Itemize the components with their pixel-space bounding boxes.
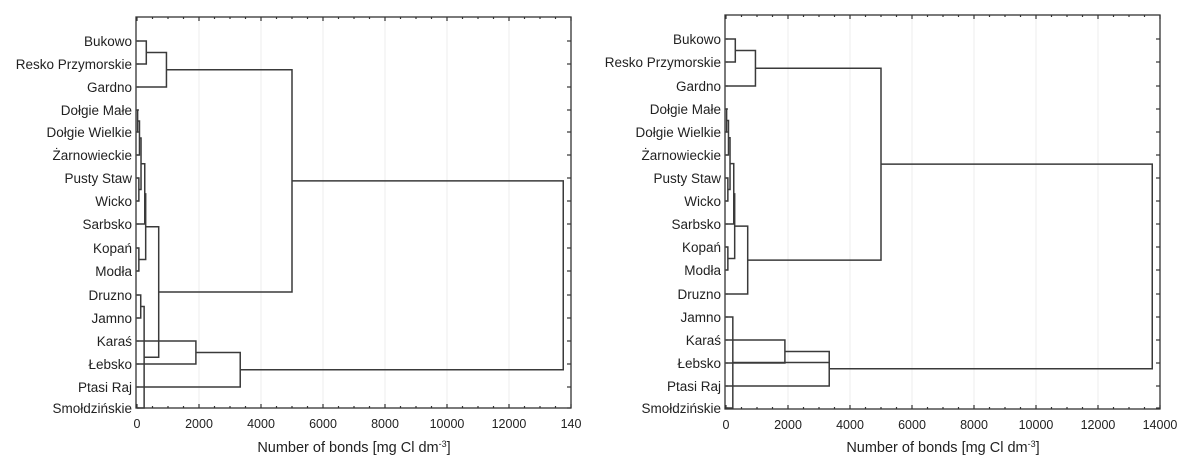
leaf-label: Łebsko: [88, 357, 132, 372]
leaf-label: Ptasi Raj: [667, 379, 721, 394]
leaf-label: Bukowo: [673, 32, 721, 47]
dendrogram-right: 0 2000 4000 6000 8000 10000 12000 14000 Number o…: [590, 0, 1189, 458]
dendrogram-link: [726, 38, 737, 63]
x-tick-label: 6000: [309, 417, 337, 431]
dendrogram-left: 0 2000 4000 6000 8000 10000 12000 140 Number of …: [0, 0, 590, 458]
leaf-label: Resko Przymorskie: [16, 57, 132, 72]
leaf-label: Jamno: [91, 311, 132, 326]
dendrogram-link: [726, 177, 729, 202]
x-tick-label: 10000: [1019, 418, 1054, 432]
dendrogram-link: [137, 177, 140, 202]
leaf-label: Druzno: [677, 287, 721, 302]
x-tick-label: 12000: [1081, 418, 1116, 432]
dendrogram-right-svg: 0 2000 4000 6000 8000 10000 12000 14000 Number o…: [605, 14, 1178, 456]
leaf-label: Smołdzińskie: [641, 401, 721, 416]
leaf-label: Resko Przymorskie: [605, 55, 721, 70]
x-tick-label: 140: [561, 417, 582, 431]
x-tick-label: 4000: [836, 418, 864, 432]
leaf-label: Modła: [95, 264, 132, 279]
dendrogram-left-svg: 0 2000 4000 6000 8000 10000 12000 140 Number of …: [16, 16, 582, 456]
dendrogram-link: [137, 247, 140, 272]
leaf-label: Modła: [684, 263, 721, 278]
leaf-label: Żarnowieckie: [641, 148, 721, 163]
leaf-label: Jamno: [680, 310, 721, 325]
dendrogram-link: [726, 49, 757, 87]
dendrogram-link: [137, 305, 145, 409]
dendrogram-link: [747, 67, 882, 261]
dendrogram-link: [158, 69, 293, 293]
dendrogram-link: [137, 340, 197, 365]
plot-frame: [724, 14, 1161, 410]
leaf-label: Dołgie Wielkie: [635, 125, 721, 140]
x-tick-label: 0: [134, 417, 141, 431]
leaf-label: Gardno: [676, 79, 721, 94]
leaf-label: Karaś: [686, 333, 722, 348]
leaf-label: Dołgie Małe: [650, 102, 721, 117]
dendrogram-link: [725, 108, 728, 133]
x-tick-label: 8000: [371, 417, 399, 431]
x-tick-label: 2000: [774, 418, 802, 432]
dendrogram-link: [240, 180, 564, 371]
dendrogram-link: [137, 294, 142, 319]
x-tick-label: 14000: [1143, 418, 1178, 432]
dendrogram-link: [829, 163, 1153, 370]
dendrogram-link: [726, 225, 749, 295]
x-tick-label: 8000: [960, 418, 988, 432]
x-tick-label: 0: [723, 418, 730, 432]
leaf-label: Ptasi Raj: [78, 380, 132, 395]
dendrogram-link: [137, 40, 148, 65]
leaf-label: Pusty Staw: [653, 171, 721, 186]
leaf-label: Smołdzińskie: [52, 401, 132, 416]
leaf-label: Wicko: [95, 194, 132, 209]
x-tick-label: 10000: [430, 417, 465, 431]
leaf-label: Dołgie Małe: [61, 103, 132, 118]
dendrogram-link: [726, 119, 730, 156]
leaf-label: Sarbsko: [82, 217, 132, 232]
x-axis-title: Number of bonds [mg Cl dm-3]: [257, 439, 450, 456]
dendrogram-link: [726, 339, 786, 364]
leaf-label: Wicko: [684, 194, 721, 209]
plot-frame: [135, 16, 572, 409]
leaf-label: Sarbsko: [671, 217, 721, 232]
leaf-label: Kopań: [93, 241, 132, 256]
x-axis-title: Number of bonds [mg Cl dm-3]: [846, 439, 1039, 456]
leaf-label: Żarnowieckie: [52, 148, 132, 163]
dendrogram-link: [137, 51, 168, 88]
dendrogram-link: [136, 109, 139, 133]
leaf-label: Druzno: [88, 288, 132, 303]
dendrogram-link: [732, 361, 830, 369]
dendrogram-link: [726, 246, 729, 271]
dendrogram-link: [726, 350, 830, 387]
x-tick-label: 4000: [247, 417, 275, 431]
leaf-label: Gardno: [87, 80, 132, 95]
leaf-label: Bukowo: [84, 34, 132, 49]
leaf-label: Pusty Staw: [64, 171, 132, 186]
leaf-label: Łebsko: [677, 356, 721, 371]
x-tick-label: 12000: [492, 417, 527, 431]
leaf-label: Kopań: [682, 240, 721, 255]
leaf-label: Dołgie Wielkie: [46, 125, 132, 140]
leaf-label: Karaś: [97, 334, 133, 349]
x-tick-label: 6000: [898, 418, 926, 432]
x-tick-label: 2000: [185, 417, 213, 431]
